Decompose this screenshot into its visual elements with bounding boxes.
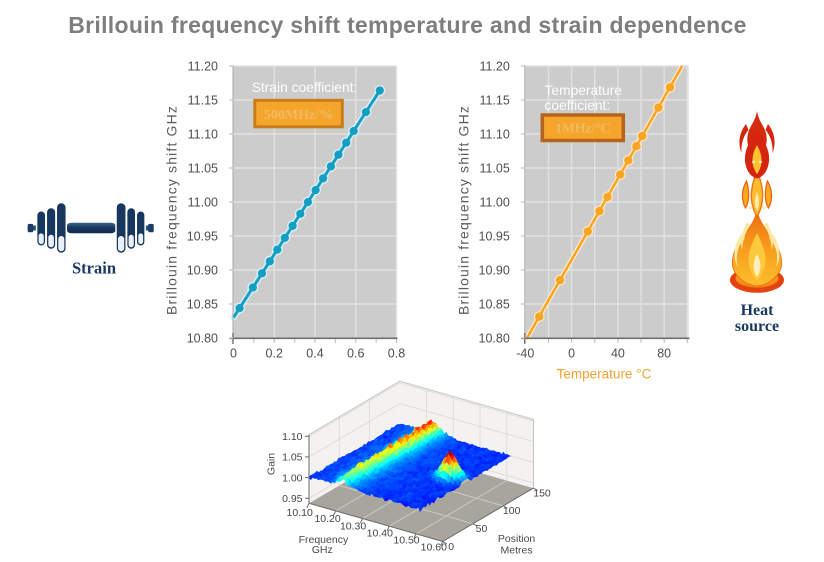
- svg-text:Temperature: Temperature: [545, 83, 623, 98]
- svg-text:Heat: Heat: [741, 302, 775, 319]
- svg-text:10.80: 10.80: [479, 331, 510, 345]
- svg-text:coefficient:: coefficient:: [545, 98, 611, 113]
- svg-text:0.6: 0.6: [347, 347, 364, 361]
- svg-text:-40: -40: [516, 347, 534, 361]
- svg-text:10.90: 10.90: [479, 263, 510, 277]
- svg-text:50: 50: [476, 523, 488, 535]
- svg-text:10.80: 10.80: [187, 331, 218, 345]
- svg-text:11.20: 11.20: [188, 59, 218, 73]
- svg-text:10.95: 10.95: [479, 229, 510, 243]
- svg-text:10.90: 10.90: [187, 263, 218, 277]
- svg-text:0.95: 0.95: [282, 493, 303, 505]
- svg-text:11.15: 11.15: [188, 93, 218, 107]
- svg-text:10.40: 10.40: [367, 527, 393, 539]
- svg-text:Strain: Strain: [72, 259, 116, 278]
- svg-text:40: 40: [611, 347, 625, 361]
- svg-text:1.00: 1.00: [282, 472, 303, 484]
- svg-text:10.30: 10.30: [340, 520, 366, 532]
- svg-text:10.95: 10.95: [187, 229, 218, 243]
- svg-text:Gain: Gain: [266, 453, 278, 475]
- svg-text:10.50: 10.50: [393, 534, 419, 546]
- svg-text:Temperature °C: Temperature °C: [557, 367, 652, 382]
- svg-text:10.85: 10.85: [479, 297, 510, 311]
- svg-text:11.05: 11.05: [479, 161, 509, 175]
- svg-text:0.2: 0.2: [266, 347, 283, 361]
- svg-text:Position: Position: [498, 533, 536, 545]
- svg-text:Metres: Metres: [501, 544, 533, 556]
- svg-text:11.05: 11.05: [188, 161, 218, 175]
- svg-text:10.20: 10.20: [314, 513, 340, 525]
- svg-text:11.10: 11.10: [188, 127, 218, 141]
- svg-text:1MHz/°C: 1MHz/°C: [555, 121, 610, 136]
- svg-text:Brillouin frequency shift GHz: Brillouin frequency shift GHz: [164, 105, 180, 315]
- svg-text:150: 150: [533, 487, 551, 499]
- svg-text:Frequency: Frequency: [299, 534, 349, 546]
- svg-text:source: source: [735, 318, 779, 335]
- svg-text:11.20: 11.20: [479, 59, 509, 73]
- svg-text:80: 80: [657, 347, 671, 361]
- svg-text:0.8: 0.8: [388, 347, 405, 361]
- svg-text:Brillouin frequency shift GHz: Brillouin frequency shift GHz: [456, 105, 472, 315]
- svg-text:500MHz/%: 500MHz/%: [264, 108, 333, 123]
- svg-text:0: 0: [568, 347, 575, 361]
- svg-text:11.00: 11.00: [188, 195, 218, 209]
- svg-text:Brillouin frequency shift temp: Brillouin frequency shift temperature an…: [68, 12, 746, 38]
- svg-text:1.05: 1.05: [282, 452, 303, 464]
- svg-text:10.10: 10.10: [287, 507, 313, 519]
- svg-text:Strain coefficient:: Strain coefficient:: [252, 80, 358, 95]
- svg-text:1.10: 1.10: [282, 431, 303, 443]
- svg-text:11.15: 11.15: [479, 93, 509, 107]
- svg-text:11.10: 11.10: [479, 127, 509, 141]
- svg-text:100: 100: [503, 505, 521, 517]
- svg-text:0.4: 0.4: [306, 347, 323, 361]
- svg-text:11.00: 11.00: [479, 195, 509, 209]
- svg-text:10.85: 10.85: [187, 297, 218, 311]
- svg-text:0: 0: [448, 541, 454, 553]
- svg-text:0: 0: [230, 347, 237, 361]
- svg-text:GHz: GHz: [312, 544, 333, 556]
- svg-text:10.60: 10.60: [421, 541, 447, 553]
